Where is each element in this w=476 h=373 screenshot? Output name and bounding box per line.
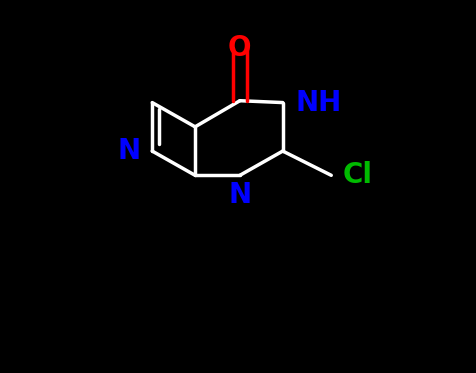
- Text: NH: NH: [296, 88, 342, 117]
- Text: O: O: [228, 34, 252, 63]
- Text: N: N: [228, 181, 251, 209]
- Text: Cl: Cl: [342, 161, 372, 189]
- Text: N: N: [118, 137, 141, 165]
